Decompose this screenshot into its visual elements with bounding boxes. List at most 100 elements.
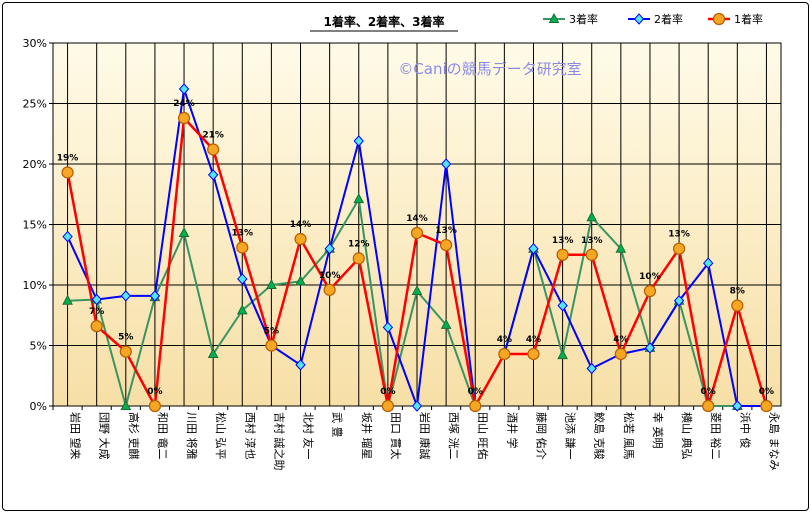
data-point [614, 347, 627, 361]
data-label: 0% [759, 387, 774, 397]
data-label: 8% [730, 287, 745, 297]
x-tick-label: 浜中 俊 [738, 412, 752, 449]
data-label: 5% [264, 327, 279, 337]
data-label: 13% [552, 236, 574, 246]
data-label: 24% [173, 99, 195, 109]
x-axis: 岩田 望来 団野 大成 高杉 吏麒 和田 竜二 川田 将雅 松山 弘平 西村 淳也 吉村 誠之… [52, 406, 781, 471]
data-label: 21% [202, 130, 224, 140]
data-label: 5% [118, 333, 133, 343]
data-point [440, 318, 452, 329]
y-tick-label: 0% [30, 400, 47, 413]
data-label: 4% [497, 335, 512, 345]
data-point [672, 242, 686, 255]
data-point [295, 275, 306, 286]
y-tick-label: 15% [23, 219, 47, 232]
data-point [382, 321, 394, 334]
data-point [643, 284, 657, 298]
data-point [178, 83, 190, 95]
x-tick-label: 岩田 望来 [69, 412, 83, 460]
data-label: 0% [468, 387, 483, 397]
x-tick-label: 西塚 洸二 [447, 412, 461, 460]
data-point [236, 241, 249, 254]
data-point [265, 339, 278, 352]
x-tick-label: 田山 旺佑 [476, 412, 490, 460]
x-tick-label: 松若 風馬 [622, 412, 636, 460]
data-point [62, 294, 73, 305]
x-tick-label: 松山 弘平 [214, 412, 228, 460]
data-point [91, 293, 102, 306]
x-tick-label: 高杉 吏麒 [127, 412, 141, 460]
data-point [119, 345, 132, 358]
x-tick-label: 西村 淳也 [243, 412, 257, 460]
data-point [149, 290, 161, 302]
data-point [148, 399, 162, 413]
data-point [557, 299, 568, 312]
data-point [673, 294, 685, 307]
data-label: 0% [380, 387, 395, 397]
data-point [731, 299, 744, 312]
watermark: ©Caniの競馬データ研究室 [398, 60, 581, 78]
data-point [237, 273, 248, 285]
chart-title: 1着率、2着率、3着率 [323, 14, 444, 29]
data-point [352, 252, 365, 265]
y-tick-label: 30% [23, 37, 47, 50]
data-point [62, 230, 73, 243]
y-tick-label: 20% [23, 158, 47, 171]
legend-label: 1着率 [734, 12, 763, 26]
y-tick-label: 5% [30, 340, 47, 353]
x-tick-label: 永島 まなみ [767, 412, 781, 471]
data-label: 13% [232, 228, 254, 238]
x-tick-label: 池添 謙一 [564, 412, 578, 460]
data-labels: 19% 7% 5% 0% 24% 21% 13% 5% 14% 10% 12% 0% 14% 13% 0% 4… [57, 99, 774, 397]
data-point [528, 242, 539, 255]
data-point [90, 320, 103, 333]
data-point [527, 347, 540, 361]
data-label: 0% [147, 387, 162, 397]
data-point [61, 166, 74, 179]
data-point [381, 399, 394, 413]
x-tick-label: 団野 大成 [98, 412, 112, 460]
data-point [585, 248, 598, 261]
x-tick-label: 幸 英明 [651, 412, 665, 449]
data-point [586, 362, 597, 375]
x-tick-label: 横山 典弘 [680, 412, 694, 460]
data-label: 19% [57, 153, 79, 163]
data-label: 10% [319, 271, 341, 281]
data-point [353, 193, 365, 204]
y-axis: 0% 5% 10% 15% 20% 25% 30% [23, 37, 53, 413]
data-point [702, 399, 715, 413]
legend-marker [712, 12, 726, 26]
y-tick-label: 10% [23, 279, 47, 292]
data-point [556, 248, 569, 261]
data-point [207, 143, 220, 156]
data-point [410, 226, 424, 240]
x-tick-label: 酒井 学 [505, 412, 519, 449]
data-label: 10% [639, 272, 661, 282]
data-point [207, 347, 219, 358]
data-label: 12% [348, 239, 370, 249]
legend-label: 3着率 [569, 12, 598, 26]
data-point [557, 349, 568, 360]
x-tick-label: 藤岡 佑介 [534, 412, 548, 460]
data-label: 4% [613, 335, 628, 345]
data-point [177, 111, 191, 125]
data-label: 14% [406, 214, 428, 224]
data-point [411, 400, 423, 412]
data-point [440, 158, 452, 170]
legend-marker [548, 12, 560, 23]
x-tick-label: 鮫島 克駿 [593, 412, 607, 460]
data-point [615, 242, 627, 253]
data-point [323, 283, 336, 296]
legend: 3着率 2着率 1着率 [543, 12, 763, 26]
data-point [498, 347, 511, 361]
x-tick-label: 川田 将雅 [185, 412, 199, 460]
data-point [178, 226, 190, 237]
data-point [411, 284, 423, 296]
data-point [760, 399, 773, 413]
series-markers [61, 83, 773, 413]
data-point [120, 399, 132, 410]
y-tick-label: 25% [23, 98, 47, 111]
data-point [236, 304, 248, 315]
data-point [732, 400, 743, 412]
